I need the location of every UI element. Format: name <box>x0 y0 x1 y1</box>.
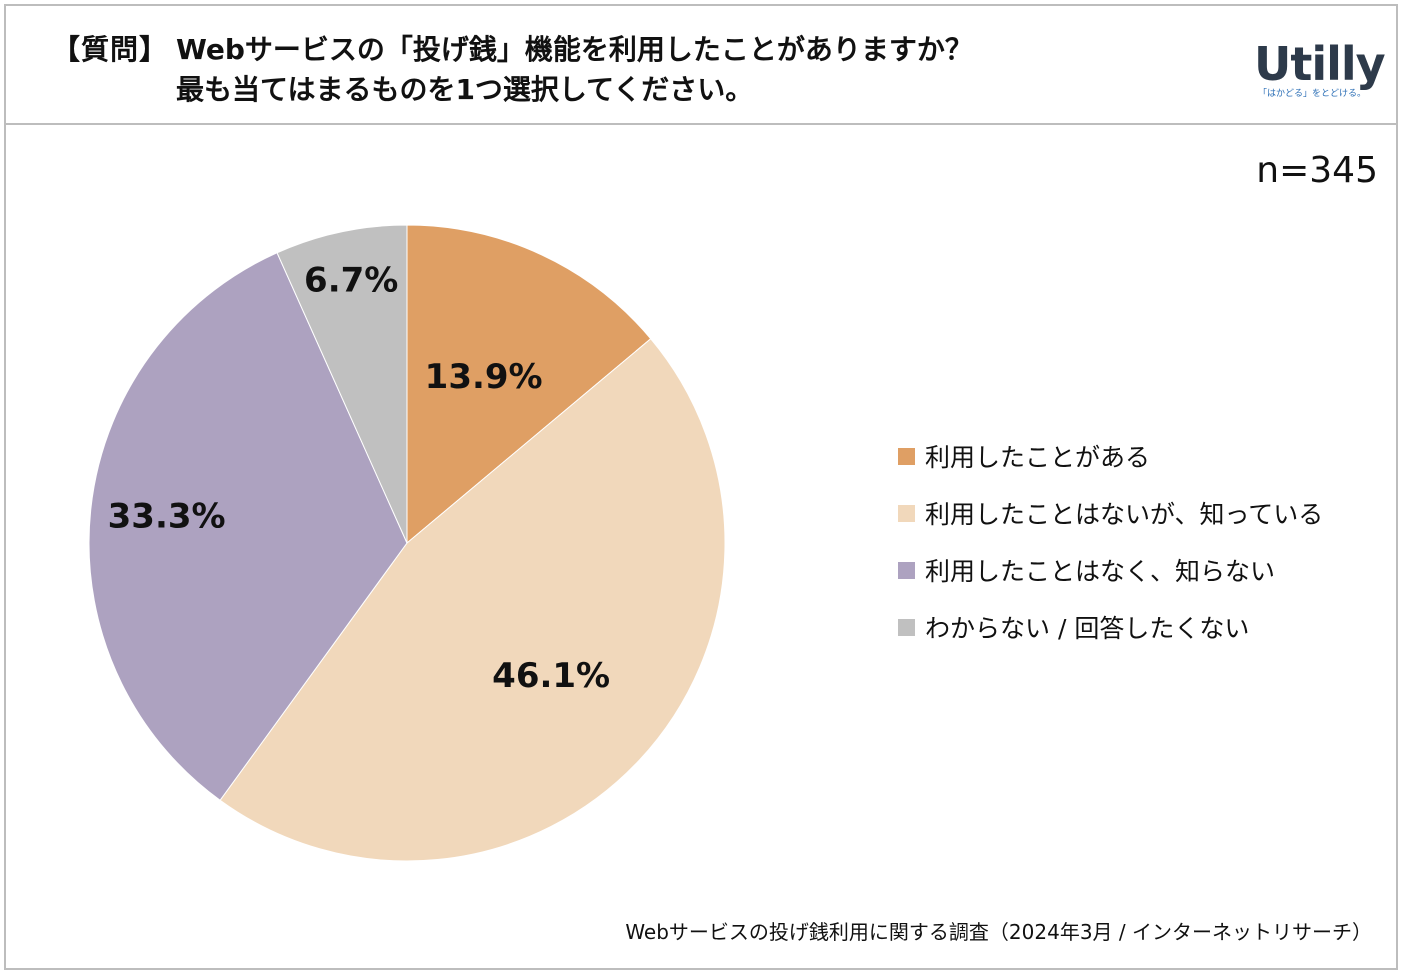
slice-data-label: 46.1% <box>492 656 610 696</box>
legend-label: 利用したことがある <box>925 443 1151 472</box>
source-note: Webサービスの投げ銭利用に関する調査（2024年3月 / インターネットリサー… <box>625 920 1372 944</box>
figure-frame <box>4 4 1398 970</box>
slice-data-label: 33.3% <box>108 496 226 536</box>
legend-label: わからない / 回答したくない <box>925 614 1250 643</box>
pie-slice <box>406 224 652 545</box>
legend-swatch <box>898 504 915 522</box>
chart-legend: 利用したことがある 利用したことはないが、知っている 利用したことはなく、知らな… <box>898 438 1323 666</box>
pie-slice <box>88 252 408 801</box>
legend-item-unknown: わからない / 回答したくない <box>898 609 1323 645</box>
legend-label: 利用したことはなく、知らない <box>925 557 1276 586</box>
pie-slice <box>219 338 726 862</box>
question-tag: 【質問】 <box>52 33 169 66</box>
slice-data-label: 13.9% <box>425 357 543 397</box>
legend-swatch <box>898 447 915 465</box>
legend-label: 利用したことはないが、知っている <box>925 500 1324 529</box>
legend-item-used: 利用したことがある <box>898 438 1323 474</box>
pie-slice <box>276 224 408 544</box>
question-line-1: Webサービスの「投げ銭」機能を利用したことがありますか？ <box>176 33 973 66</box>
logo-tagline: 「はかどる」をとどける。 <box>1258 89 1367 99</box>
legend-item-aware-not-used: 利用したことはないが、知っている <box>898 495 1323 531</box>
slice-data-label: 6.7% <box>304 260 398 300</box>
legend-item-not-aware: 利用したことはなく、知らない <box>898 552 1323 588</box>
utilly-logo: Utilly 「はかどる」をとどける。 <box>1254 36 1386 102</box>
question-line-2: 最も当てはまるものを1つ選択してください。 <box>176 73 754 106</box>
legend-swatch <box>898 561 915 579</box>
legend-swatch <box>898 618 915 636</box>
question-header: 【質問】 Webサービスの「投げ銭」機能を利用したことがありますか？ 最も当ては… <box>4 4 1398 125</box>
sample-size: n=345 <box>1256 150 1378 191</box>
logo-wordmark: Utilly <box>1254 37 1386 91</box>
